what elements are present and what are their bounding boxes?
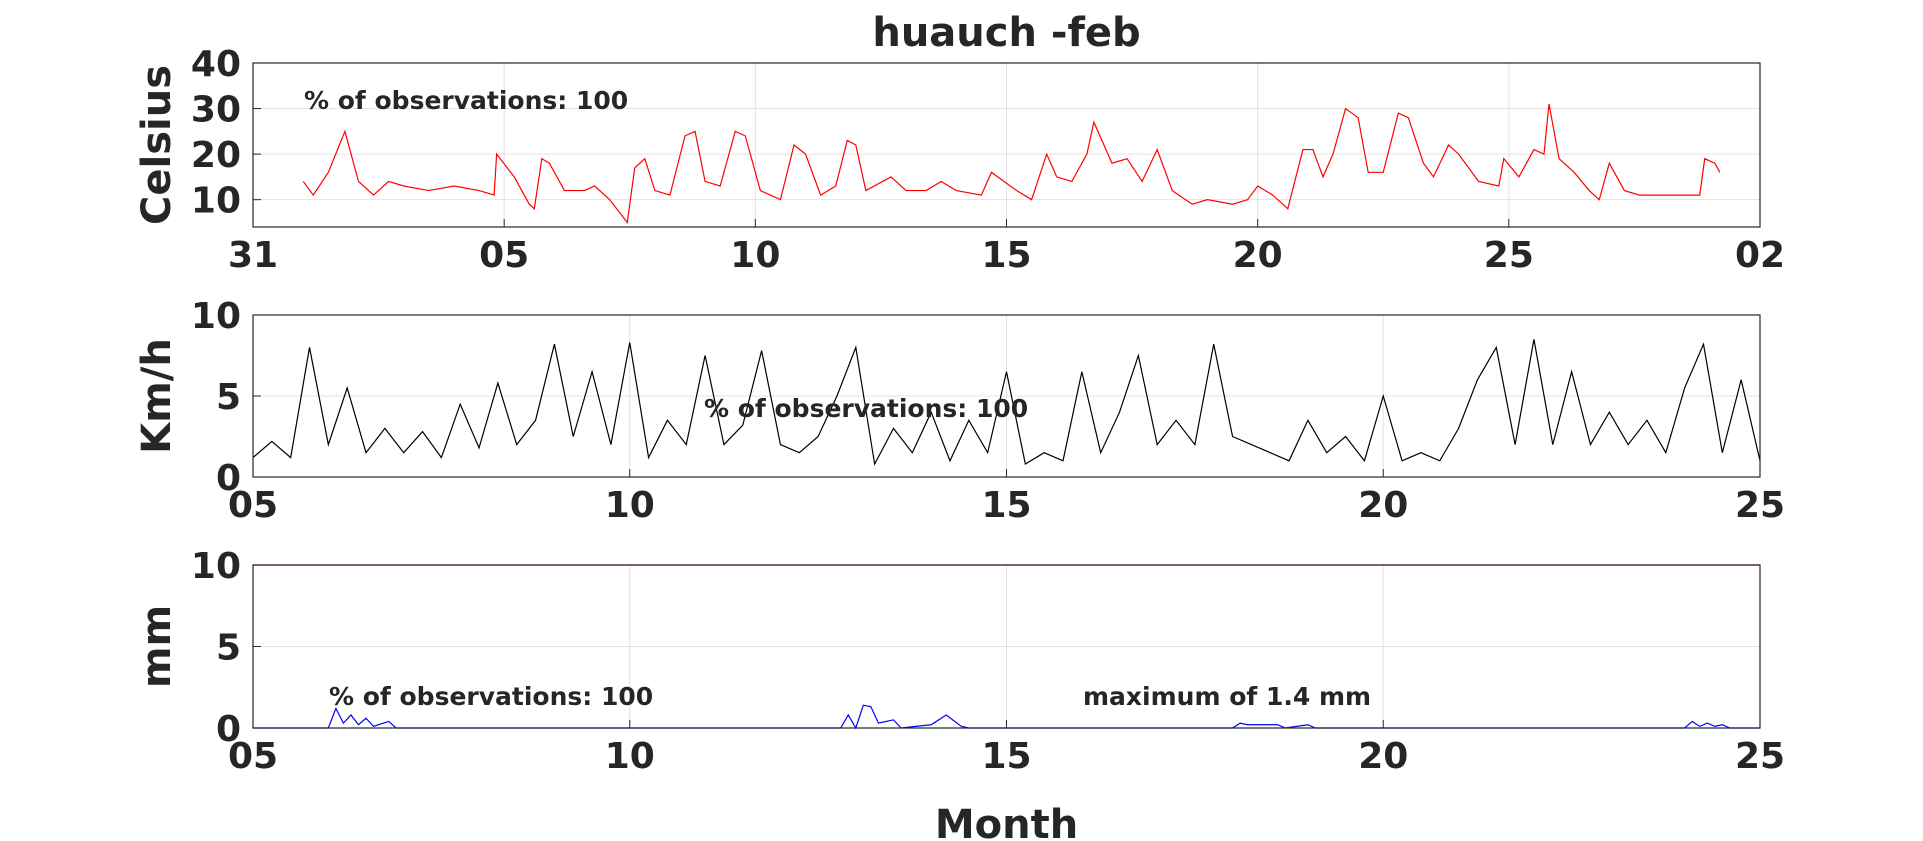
x-tick-label: 10	[730, 235, 780, 276]
x-tick-label: 10	[605, 736, 655, 777]
x-tick-label: 15	[981, 736, 1031, 777]
x-tick-label: 25	[1484, 235, 1534, 276]
data-line	[252, 339, 1761, 466]
annotation: % of observations: 100	[304, 86, 628, 115]
x-tick-label: 10	[605, 485, 655, 526]
y-tick-label: 0	[216, 458, 241, 499]
y-tick-label: 10	[191, 181, 241, 222]
chart-title: huauch -feb	[872, 10, 1140, 56]
x-axis-label: Month	[935, 802, 1078, 841]
x-tick-label: 20	[1358, 485, 1408, 526]
annotation: % of observations: 100	[704, 394, 1028, 423]
y-tick-label: 5	[216, 377, 241, 418]
y-tick-label: 20	[191, 135, 241, 176]
y-tick-label: 30	[191, 90, 241, 131]
axes-box	[252, 314, 1761, 478]
y-tick-label: 10	[191, 296, 241, 337]
annotation: % of observations: 100	[329, 682, 653, 711]
x-tick-label: 05	[228, 485, 278, 526]
x-tick-label: 15	[981, 485, 1031, 526]
axes-box	[252, 564, 1761, 729]
y-axis-label: Km/h	[134, 338, 180, 454]
x-tick-label: 31	[228, 235, 278, 276]
x-tick-label: 25	[1735, 736, 1785, 777]
annotation: maximum of 1.4 mm	[1083, 682, 1371, 711]
data-line	[302, 103, 1721, 224]
y-tick-label: 10	[191, 546, 241, 587]
data-line	[253, 704, 1760, 730]
x-tick-label: 05	[228, 736, 278, 777]
y-tick-label: 5	[216, 628, 241, 669]
y-tick-label: 40	[191, 44, 241, 85]
y-axis-label: mm	[134, 605, 180, 688]
x-tick-label: 15	[981, 235, 1031, 276]
axes-box	[252, 62, 1761, 228]
y-axis-label: Celsius	[134, 65, 180, 225]
x-tick-label: 20	[1233, 235, 1283, 276]
x-tick-label: 20	[1358, 736, 1408, 777]
y-tick-label: 0	[216, 709, 241, 750]
x-tick-label: 25	[1735, 485, 1785, 526]
x-tick-label: 02	[1735, 235, 1785, 276]
x-tick-label: 05	[479, 235, 529, 276]
